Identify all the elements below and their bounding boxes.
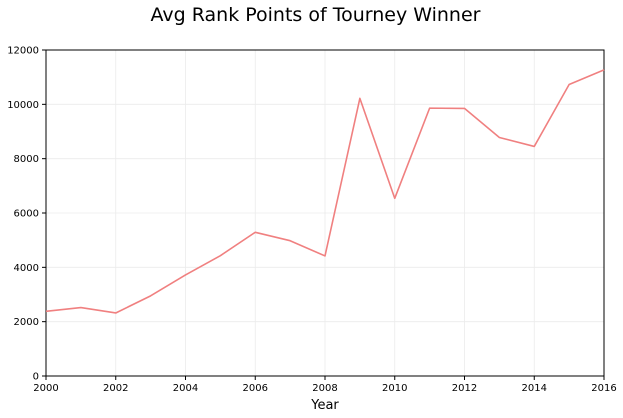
x-tick-label: 2000 <box>33 383 58 394</box>
y-tick-label: 0 <box>33 372 39 383</box>
x-tick-label: 2006 <box>243 383 268 394</box>
grid-lines <box>45 49 605 377</box>
x-tick-label: 2014 <box>522 383 547 394</box>
y-tick-label: 12000 <box>7 46 39 57</box>
chart-title: Avg Rank Points of Tourney Winner <box>150 4 481 26</box>
y-tick-label: 10000 <box>7 100 39 111</box>
x-tick-label: 2008 <box>312 383 337 394</box>
x-tick-label: 2012 <box>452 383 477 394</box>
y-tick-label: 6000 <box>14 209 39 220</box>
y-tick-label: 2000 <box>14 317 39 328</box>
x-tick-label: 2004 <box>173 383 198 394</box>
x-tick-label: 2016 <box>591 383 616 394</box>
series-layer <box>45 69 605 314</box>
y-tick-label: 8000 <box>14 154 39 165</box>
series-line <box>45 69 605 314</box>
x-tick-label: 2002 <box>103 383 128 394</box>
x-tick-label: 2010 <box>382 383 407 394</box>
x-axis-label: Year <box>310 398 339 413</box>
axis-ticks: 2000 2002 2004 2006 2008 2010 2012 2014 20160200… <box>7 46 617 395</box>
y-tick-label: 4000 <box>14 263 39 274</box>
